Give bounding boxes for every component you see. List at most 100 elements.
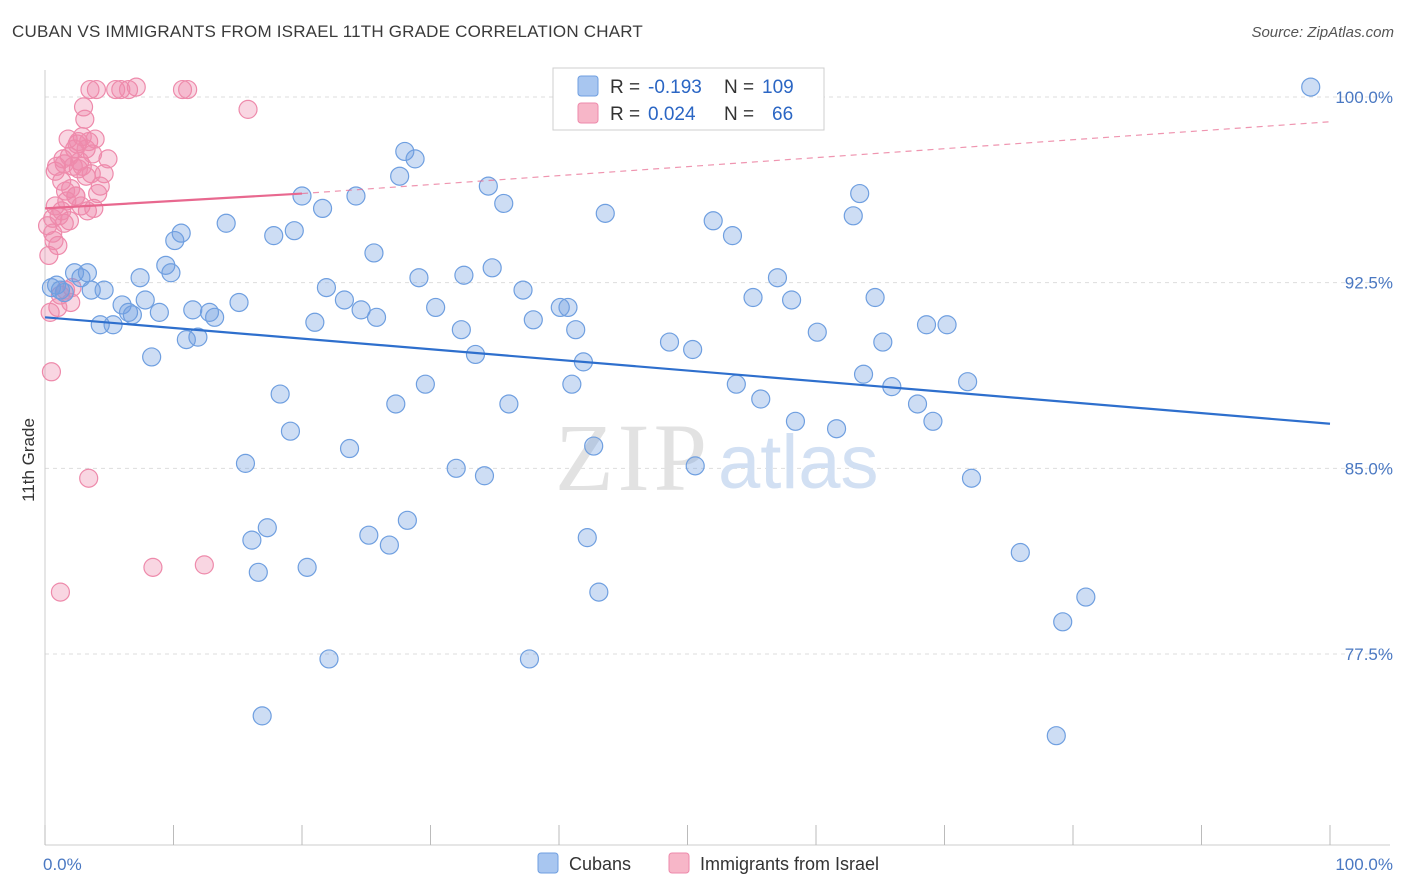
cubans-point-85 [722, 226, 743, 246]
legend-r-value-cubans: -0.193 [648, 77, 702, 98]
israel-point-64 [68, 131, 89, 152]
cubans-point-96 [853, 364, 874, 384]
cubans-point-105 [961, 468, 982, 488]
israel-series [37, 77, 258, 602]
cubans-trend-line [44, 316, 1331, 425]
cubans-point-89 [767, 268, 788, 288]
cubans-point-54 [395, 141, 415, 162]
cubans-point-106 [1010, 542, 1030, 563]
cubans-point-71 [523, 310, 543, 330]
cubans-point-97 [865, 287, 885, 308]
x-tick-label-0: 0.0% [43, 855, 82, 874]
cubans-point-69 [513, 280, 533, 300]
cubans-point-34 [264, 226, 284, 246]
cubans-point-46 [346, 186, 366, 206]
israel-point-59 [76, 166, 96, 186]
cubans-point-11 [112, 295, 132, 315]
cubans-point-98 [873, 332, 893, 352]
y-tick-label-3: 77.5% [1345, 645, 1393, 664]
cubans-point-50 [366, 307, 387, 327]
israel-point-48 [143, 557, 163, 577]
cubans-point-75 [566, 320, 586, 340]
israel-point-52 [238, 99, 258, 119]
israel-point-33 [80, 79, 100, 100]
legend-r-label-israel: R = [610, 104, 640, 125]
cubans-point-42 [316, 278, 337, 298]
legend-swatch-cubans [577, 75, 599, 97]
israel-point-41 [98, 149, 118, 169]
cubans-series [41, 77, 1321, 746]
cubans-point-47 [351, 300, 371, 320]
cubans-point-56 [405, 149, 425, 169]
israel-point-3 [41, 362, 62, 382]
cubans-point-9 [94, 280, 114, 300]
cubans-point-29 [235, 453, 256, 473]
cubans-point-101 [916, 315, 937, 335]
cubans-point-30 [242, 530, 262, 550]
cubans-point-14 [130, 268, 150, 288]
cubans-point-82 [683, 339, 703, 360]
cubans-point-79 [589, 582, 609, 602]
israel-point-60 [54, 154, 74, 174]
trend-lines [44, 121, 1331, 425]
cubans-point-55 [397, 510, 417, 530]
series-legend: Cubans Immigrants from Israel [537, 852, 879, 874]
cubans-point-41 [312, 198, 333, 218]
y-tick-labels: 100.0% 92.5% 85.0% 77.5% [1335, 88, 1393, 664]
cubans-point-44 [334, 290, 355, 310]
cubans-point-91 [785, 411, 806, 431]
legend-r-value-israel: 0.024 [648, 104, 696, 125]
israel-point-45 [126, 77, 146, 97]
cubans-point-26 [205, 307, 225, 327]
cubans-point-74 [562, 374, 582, 394]
israel-point-8 [48, 235, 68, 256]
legend-n-label-cubans: N = [724, 77, 754, 98]
israel-point-15 [57, 191, 77, 211]
legend-n-label-israel: N = [724, 104, 754, 125]
israel-point-38 [86, 79, 107, 100]
cubans-point-108 [1053, 612, 1073, 632]
cubans-point-109 [1076, 587, 1096, 607]
cubans-point-51 [379, 535, 399, 555]
cubans-point-17 [149, 302, 169, 322]
cubans-point-52 [386, 394, 406, 414]
cubans-point-31 [248, 562, 268, 582]
cubans-point-78 [584, 436, 604, 456]
israel-point-37 [85, 129, 105, 149]
cubans-point-3 [54, 282, 74, 303]
cubans-point-68 [499, 394, 519, 414]
israel-point-65 [52, 201, 72, 221]
israel-point-29 [75, 109, 95, 129]
cubans-point-102 [923, 411, 943, 431]
cubans-point-84 [703, 211, 723, 231]
y-axis-label: 11th Grade [19, 418, 38, 502]
israel-point-14 [55, 181, 76, 201]
israel-point-62 [43, 223, 63, 243]
cubans-point-10 [103, 315, 123, 335]
cubans-point-107 [1046, 726, 1066, 746]
cubans-point-80 [595, 203, 615, 223]
cubans-point-16 [142, 347, 162, 367]
israel-point-51 [79, 468, 99, 488]
cubans-point-92 [807, 322, 827, 342]
y-tick-label-1: 92.5% [1345, 274, 1393, 293]
cubans-point-57 [409, 268, 429, 288]
cubans-point-81 [659, 332, 680, 352]
cubans-point-22 [176, 330, 196, 350]
israel-point-61 [72, 156, 92, 176]
israel-point-56 [66, 186, 86, 206]
cubans-point-65 [478, 176, 498, 196]
israel-point-47 [178, 79, 198, 100]
legend-swatch-israel [577, 102, 599, 124]
cubans-point-6 [77, 263, 98, 283]
cubans-point-37 [284, 221, 304, 241]
cubans-point-36 [280, 421, 301, 441]
cubans-point-39 [297, 557, 317, 577]
cubans-point-35 [270, 384, 290, 404]
x-tick-labels: 0.0% 100.0% [43, 855, 1393, 874]
cubans-point-62 [454, 265, 474, 285]
cubans-point-38 [292, 186, 312, 206]
cubans-point-19 [161, 263, 181, 283]
cubans-point-110 [1301, 77, 1321, 97]
